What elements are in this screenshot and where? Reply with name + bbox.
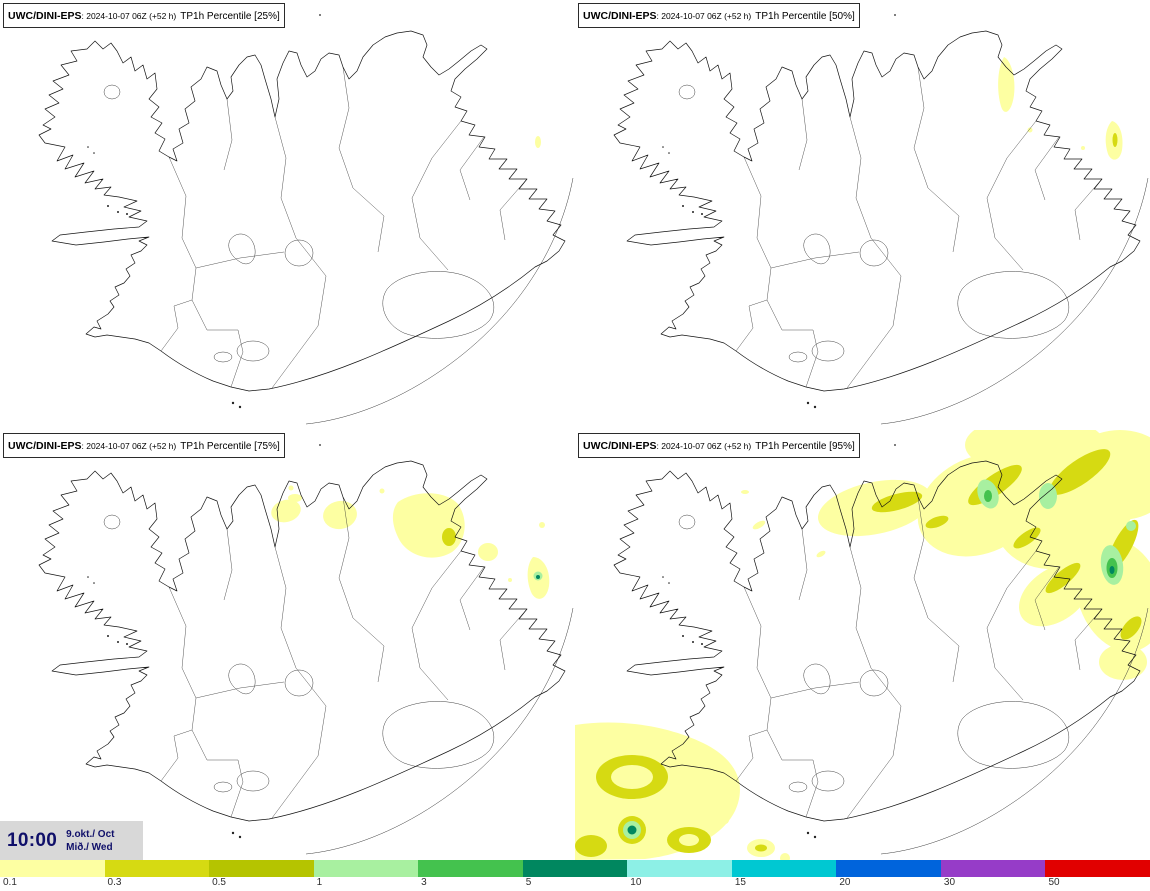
run-info: : 2024-10-07 06Z (+52 h) xyxy=(81,11,177,21)
map-panel-p50: UWC/DINI-EPS: 2024-10-07 06Z (+52 h) TP1h… xyxy=(575,0,1150,430)
iceland-weather-map-95 xyxy=(575,430,1150,860)
panel-title: UWC/DINI-EPS: 2024-10-07 06Z (+52 h) TP1h… xyxy=(3,3,285,28)
iceland-weather-map-25 xyxy=(38,13,574,425)
colorbar-segment-0.1 xyxy=(0,860,105,877)
colorbar-label: 20 xyxy=(839,877,851,888)
iceland-weather-map-50 xyxy=(613,13,1149,425)
model-name: UWC/DINI-EPS xyxy=(8,10,82,22)
valid-weekday: Mið./ Wed xyxy=(66,841,113,853)
colorbar-segment-1 xyxy=(313,860,419,877)
model-name: UWC/DINI-EPS xyxy=(583,440,657,452)
parameter-label: TP1h Percentile [75%] xyxy=(180,441,280,452)
map-panel-p95: UWC/DINI-EPS: 2024-10-07 06Z (+52 h) TP1h… xyxy=(575,430,1150,860)
valid-date-block: 9.okt./ Oct Mið./ Wed xyxy=(66,828,114,854)
precip-overlay-95 xyxy=(575,430,1150,860)
precipitation-colorbar: 0.1 0.3 0.5 1 3 5 10 15 20 30 50 xyxy=(0,860,1150,891)
precip-overlay-75 xyxy=(271,485,550,599)
colorbar-segments xyxy=(0,860,1150,877)
iceland-map xyxy=(613,13,1149,425)
model-name: UWC/DINI-EPS xyxy=(8,440,82,452)
colorbar-label: 0.3 xyxy=(107,877,122,888)
colorbar-label: 1 xyxy=(316,877,323,888)
iceland-weather-map-75 xyxy=(38,443,574,855)
colorbar-label: 3 xyxy=(421,877,427,888)
colorbar-label: 50 xyxy=(1048,877,1060,888)
parameter-label: TP1h Percentile [25%] xyxy=(180,11,280,22)
colorbar-segment-15 xyxy=(731,860,837,877)
colorbar-label: 0.1 xyxy=(3,877,17,888)
map-panel-p25: UWC/DINI-EPS: 2024-10-07 06Z (+52 h) TP1h… xyxy=(0,0,575,430)
colorbar-segment-5 xyxy=(522,860,628,877)
iceland-map xyxy=(38,443,574,855)
colorbar-labels: 0.1 0.3 0.5 1 3 5 10 15 20 30 50 xyxy=(0,877,1150,891)
colorbar-segment-0.3 xyxy=(104,860,210,877)
model-name: UWC/DINI-EPS xyxy=(583,10,657,22)
colorbar-segment-10 xyxy=(627,860,732,877)
precip-overlay-25 xyxy=(535,136,541,148)
parameter-label: TP1h Percentile [50%] xyxy=(755,11,855,22)
precip-overlay-50 xyxy=(998,57,1123,160)
run-info: : 2024-10-07 06Z (+52 h) xyxy=(656,11,752,21)
iceland-map xyxy=(38,13,574,425)
colorbar-label: 30 xyxy=(943,877,956,888)
colorbar-label: 10 xyxy=(630,877,642,888)
valid-time-box: 10:00 9.okt./ Oct Mið./ Wed xyxy=(0,821,143,860)
colorbar-label: 0.5 xyxy=(212,877,226,888)
panel-title: UWC/DINI-EPS: 2024-10-07 06Z (+52 h) TP1h… xyxy=(3,433,285,458)
run-info: : 2024-10-07 06Z (+52 h) xyxy=(656,441,752,451)
panel-grid: UWC/DINI-EPS: 2024-10-07 06Z (+52 h) TP1h… xyxy=(0,0,1150,860)
parameter-label: TP1h Percentile [95%] xyxy=(755,441,855,452)
panel-title: UWC/DINI-EPS: 2024-10-07 06Z (+52 h) TP1h… xyxy=(578,433,860,458)
colorbar-label: 5 xyxy=(525,877,532,888)
valid-time: 10:00 xyxy=(7,829,58,851)
colorbar-segment-3 xyxy=(418,860,523,877)
colorbar-segment-30 xyxy=(940,860,1046,877)
colorbar-segment-20 xyxy=(836,860,941,877)
map-panel-p75: UWC/DINI-EPS: 2024-10-07 06Z (+52 h) TP1h… xyxy=(0,430,575,860)
colorbar-segment-0.5 xyxy=(209,860,314,877)
colorbar-label: 15 xyxy=(734,877,746,888)
panel-title: UWC/DINI-EPS: 2024-10-07 06Z (+52 h) TP1h… xyxy=(578,3,860,28)
colorbar-segment-50 xyxy=(1045,860,1150,877)
valid-date: 9.okt./ Oct xyxy=(66,828,115,840)
run-info: : 2024-10-07 06Z (+52 h) xyxy=(81,441,177,451)
